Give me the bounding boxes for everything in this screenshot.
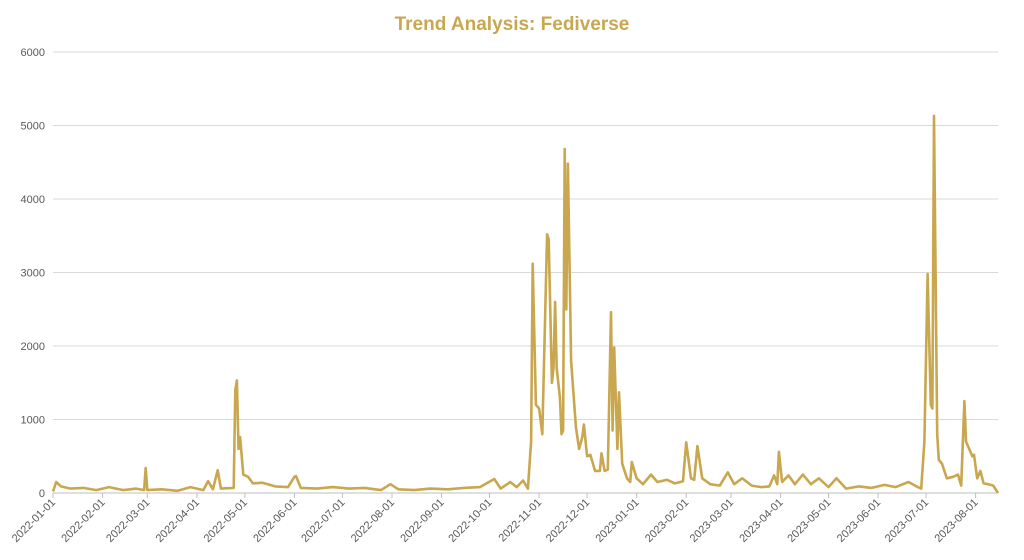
x-tick-label: 2023-07-01: [883, 497, 931, 545]
x-tick-label: 2022-02-01: [59, 497, 107, 545]
y-tick-label: 5000: [21, 121, 45, 133]
x-tick-label: 2022-01-01: [10, 497, 58, 545]
x-tick-label: 2022-07-01: [299, 497, 347, 545]
x-tick-label: 2022-05-01: [202, 497, 250, 545]
x-tick-label: 2022-03-01: [104, 497, 152, 545]
x-tick-label: 2023-02-01: [643, 497, 691, 545]
gridlines: [53, 51, 998, 494]
x-tick-label: 2023-06-01: [835, 497, 883, 545]
x-tick-label: 2023-08-01: [932, 497, 980, 545]
y-tick-label: 3000: [21, 268, 45, 280]
x-tick-label: 2023-03-01: [688, 497, 736, 545]
x-tick-label: 2023-05-01: [785, 497, 833, 545]
x-tick-label: 2022-10-01: [446, 497, 494, 545]
x-tick-label: 2023-01-01: [593, 497, 641, 545]
x-tick-label: 2023-04-01: [737, 497, 785, 545]
x-tick-label: 2022-04-01: [154, 497, 202, 545]
y-tick-label: 4000: [21, 194, 45, 206]
y-tick-label: 2000: [21, 341, 45, 353]
y-tick-label: 1000: [21, 415, 45, 427]
series-line-fediverse: [51, 114, 1000, 494]
x-tick-label: 2022-09-01: [398, 497, 446, 545]
y-tick-label: 0: [39, 488, 45, 500]
x-tick-label: 2022-08-01: [349, 497, 397, 545]
x-tick-label: 2022-11-01: [497, 497, 545, 545]
y-axis: 0 1000 2000 3000 4000 5000 6000: [21, 47, 45, 500]
x-tick-label: 2022-12-01: [544, 497, 592, 545]
x-tick-label: 2022-06-01: [251, 497, 299, 545]
chart-title: Trend Analysis: Fediverse: [395, 14, 630, 35]
y-tick-label: 6000: [21, 47, 45, 59]
